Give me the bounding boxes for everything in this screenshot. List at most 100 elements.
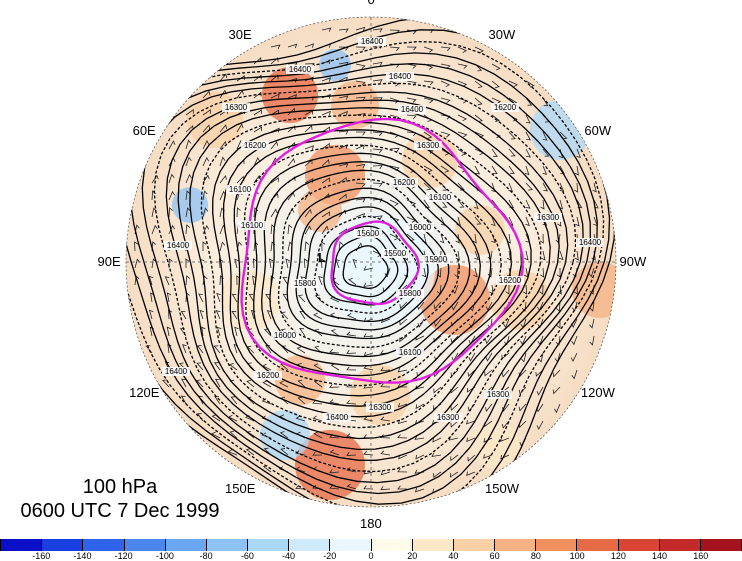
wind-barb [219,241,226,252]
wind-barb [148,309,154,320]
wind-barb [555,335,561,346]
wind-barb [338,95,349,100]
wind-barb [554,403,561,414]
contour-label: 16400 [165,367,188,376]
wind-barb [508,131,516,140]
contour-label-bg [434,413,462,422]
wind-barb [457,182,465,191]
contour-label-bg [162,367,190,376]
wind-barb [384,267,391,278]
wind-barb [450,420,459,428]
wind-barb [329,383,340,388]
wind-barb [542,182,549,192]
wind-barb [330,329,340,337]
contour-label: 16000 [409,223,432,232]
wind-barb [346,383,357,388]
wind-barb [338,144,348,150]
wind-barb [500,437,510,442]
wind-barb [166,326,172,337]
longitude-label: 60W [584,123,612,138]
wind-barb [287,158,296,167]
wind-barb [380,486,391,491]
contour-label-bg [358,37,386,46]
wind-barb [491,148,498,157]
wind-barb [321,59,331,65]
wind-barb [270,74,279,82]
map-boundary [125,16,617,508]
wind-barb [338,28,349,33]
wind-barb [589,318,595,329]
wind-barb [248,293,255,303]
wind-barb [253,74,262,82]
wind-barb [245,448,255,456]
wind-barb [348,278,357,286]
wind-barb [297,396,306,405]
wind-barb [346,400,357,405]
wind-barb [329,449,340,456]
wind-barb [434,318,442,327]
colorbar-label: -160 [32,551,51,561]
contour-label: 16400 [361,37,384,46]
colorbar-label: 0 [368,551,374,561]
wind-barb [270,208,278,218]
wind-barb [214,378,221,388]
colorbar-swatch [659,539,701,551]
wind-barb [380,450,391,456]
contour-label-bg [484,390,512,399]
contour-label: 16000 [274,331,297,340]
colorbar-label: 100 [569,551,585,561]
wind-barb [321,177,330,184]
height-contour [200,114,542,429]
longitude-label: 120E [129,385,160,400]
wind-barb [230,396,238,405]
wind-barb [252,275,257,286]
height-contour [243,144,502,387]
wind-barb [219,156,226,167]
wind-barb [588,267,595,278]
contour-label-bg [354,229,382,238]
height-contour [189,107,551,440]
contour-label: 16400 [326,413,349,422]
colorbar-label: -140 [73,551,92,561]
wind-barb [338,193,347,201]
wind-barb [491,97,502,104]
longitude-label: 90W [619,254,647,269]
wind-barb [265,294,272,303]
wind-barb [303,258,308,269]
colorbar-swatch [289,539,331,551]
wind-barb [559,182,565,192]
contour-label-bg [366,403,394,412]
wind-barb [279,431,289,439]
contour-label: 16400 [389,72,412,81]
wind-barb [467,454,476,462]
height-contour [304,206,429,323]
wind-barb [202,156,210,167]
wind-barb [542,131,548,141]
wind-barb [355,144,365,150]
contour-label-bg [164,241,192,250]
wind-barb [168,224,175,235]
colorbar-label: 80 [530,551,541,561]
contour-label: 16100 [229,185,252,194]
colorbar-label: 60 [489,551,500,561]
wind-barb [270,44,281,49]
wind-barb [574,250,579,261]
wind-barb [299,328,306,337]
wind-barb [270,177,279,184]
wind-barb [270,127,280,133]
wind-barb [525,131,532,141]
wind-barb [372,165,383,170]
wind-barb [508,165,515,174]
wind-barb [440,46,451,52]
wind-barb [304,208,312,218]
wind-barb [372,131,383,137]
contour-label: 16400 [401,105,424,114]
wind-barb [321,158,330,167]
wind-barb [180,310,187,320]
colorbar-swatch [412,539,454,551]
colorbar-label: 20 [407,551,418,561]
wind-barb [168,190,175,201]
wind-barb [287,43,298,49]
wind-barb [483,454,493,459]
wind-barb [295,485,306,490]
